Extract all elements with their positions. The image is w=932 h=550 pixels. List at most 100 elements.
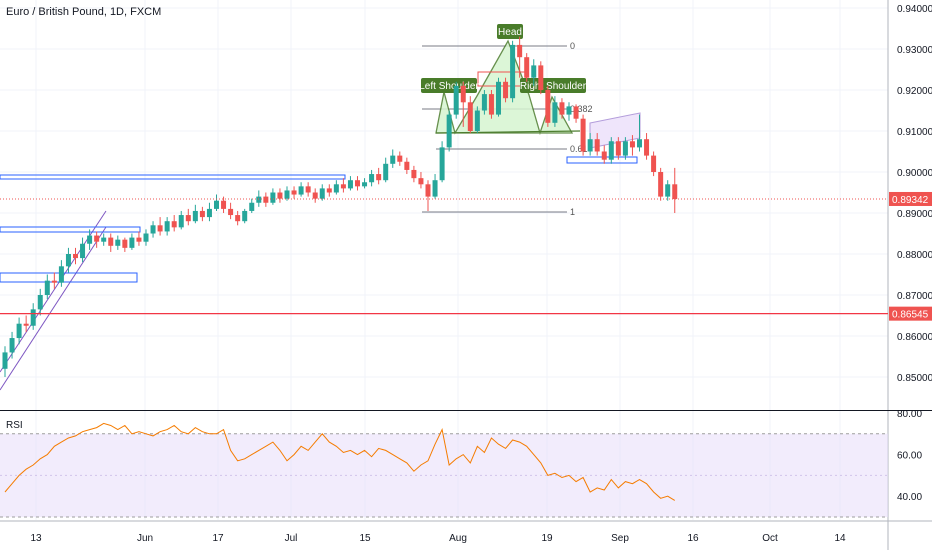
candle-body: [510, 44, 516, 99]
candle-body: [411, 169, 417, 179]
candle-body: [256, 196, 262, 203]
candle-body: [418, 178, 424, 185]
candle-body: [235, 215, 241, 222]
candle-body: [242, 210, 248, 222]
candle-body: [615, 141, 621, 156]
candle: [51, 272, 57, 289]
candle: [80, 237, 86, 263]
candle-body: [2, 352, 8, 369]
rsi-line: [4, 422, 676, 501]
candle-body: [221, 200, 227, 209]
candle-body: [249, 202, 255, 211]
candle: [552, 96, 558, 127]
candle-body: [545, 90, 551, 123]
candle: [644, 133, 650, 160]
price-tick-label: 0.86000: [897, 332, 932, 343]
rsi-pane: 40.00 60.00 80.00: [0, 409, 922, 518]
candle: [312, 188, 318, 203]
candle: [136, 231, 142, 246]
candle-body: [503, 81, 509, 99]
candle: [192, 204, 198, 224]
candles: [2, 36, 678, 377]
candle-body: [333, 184, 339, 193]
candle: [637, 114, 642, 152]
candle: [481, 90, 487, 115]
candle: [615, 137, 621, 160]
time-tick-label: 15: [359, 533, 371, 544]
candle: [404, 157, 410, 175]
candle: [58, 260, 64, 287]
candle-body: [143, 233, 149, 242]
candle-body: [376, 174, 382, 181]
candle: [277, 188, 283, 203]
time-tick-label: Oct: [762, 533, 778, 544]
right-shoulder-label: Right Shoulder: [520, 78, 587, 93]
candle-body: [185, 215, 191, 222]
candle-body: [171, 221, 177, 228]
candle: [601, 145, 607, 164]
candle-body: [37, 295, 43, 310]
candle: [305, 182, 311, 197]
candle: [672, 167, 678, 213]
candle-body: [651, 155, 657, 172]
candle: [594, 133, 600, 156]
candle: [101, 233, 107, 246]
candle: [460, 81, 466, 127]
candle: [16, 317, 22, 345]
candle: [37, 288, 43, 316]
candle: [44, 274, 50, 300]
candle-body: [101, 237, 107, 242]
candle-body: [298, 186, 304, 195]
time-tick-label: Jul: [285, 533, 298, 544]
time-tick-label: 17: [212, 533, 224, 544]
candle: [369, 169, 375, 187]
candle-body: [481, 94, 487, 111]
candle-body: [383, 163, 389, 181]
price-tick-label: 0.89000: [897, 209, 932, 220]
candle: [94, 231, 100, 248]
candle-body: [552, 102, 558, 123]
candle-body: [460, 85, 466, 103]
candle: [651, 151, 657, 177]
candle-body: [538, 65, 544, 90]
right-shoulder-label-bg: [520, 78, 586, 93]
candle-body: [608, 141, 614, 160]
candle: [2, 346, 8, 377]
resistance-zone-box: [0, 174, 346, 180]
candle-body: [496, 81, 501, 115]
candle: [171, 215, 177, 232]
candle: [432, 174, 438, 199]
candle: [122, 237, 128, 252]
price-tick-label: 0.90000: [897, 168, 932, 179]
candle: [566, 102, 572, 121]
left-shoulder-label: Left Shoulder: [419, 78, 479, 93]
candle: [362, 178, 368, 189]
candle: [510, 40, 516, 103]
candle: [228, 202, 234, 220]
candle: [347, 176, 353, 191]
candle: [587, 133, 593, 156]
rsi-band: [0, 433, 888, 517]
candle: [496, 77, 501, 117]
candle-body: [80, 243, 86, 259]
candle: [206, 202, 212, 222]
candle-body: [594, 139, 600, 152]
candle-body: [164, 221, 170, 232]
candle-body: [390, 155, 396, 164]
candle-body: [524, 57, 530, 78]
candle-body: [150, 225, 156, 234]
candle: [503, 77, 509, 103]
candle-body: [312, 192, 318, 199]
candle-body: [192, 210, 198, 222]
candle-body: [178, 215, 184, 228]
right-shoulder-label-text: Right Shoulder: [520, 81, 587, 92]
price-tick-label: 0.87000: [897, 291, 932, 302]
candle-body: [319, 188, 325, 199]
candle-body: [629, 141, 635, 148]
candle-body: [369, 174, 375, 183]
candle-body: [157, 225, 163, 232]
candle-body: [340, 184, 346, 189]
support-price-tag-text: 0.86545: [892, 310, 929, 321]
candle-body: [587, 139, 593, 152]
